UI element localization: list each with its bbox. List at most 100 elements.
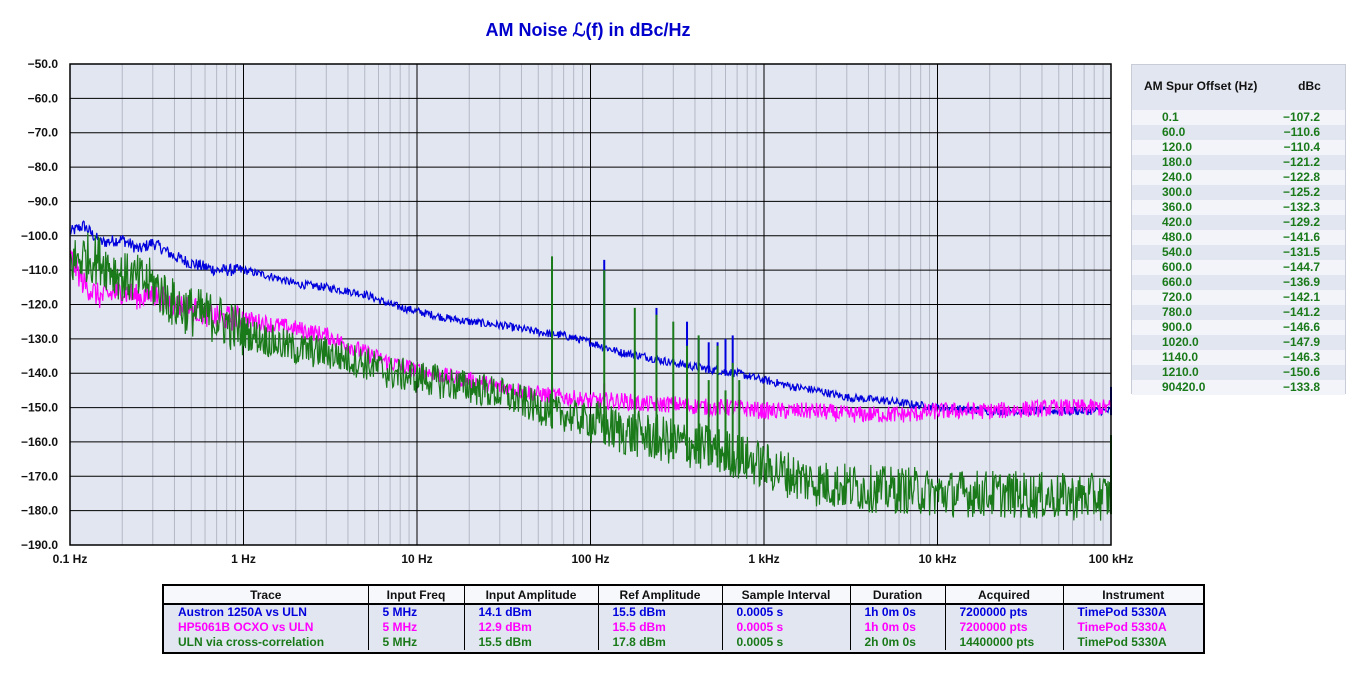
spur-row: 240.0 −122.8: [1132, 170, 1345, 185]
spur-dbc: −107.2: [1282, 110, 1320, 124]
spur-dbc: −129.2: [1282, 215, 1320, 229]
trace-cell: ULN via cross-correlation: [164, 635, 369, 650]
trace-table-heading: Input Amplitude: [464, 586, 599, 605]
spur-row: 90420.0 −133.8: [1132, 380, 1345, 395]
trace-cell: TimePod 5330A: [1077, 605, 1167, 619]
trace-info-table: Trace Input Freq Input Amplitude Ref Amplit…: [162, 584, 1205, 654]
trace-cell: 2h 0m 0s: [850, 635, 946, 650]
y-tick-label: −150.0: [21, 401, 58, 415]
spur-row: 1020.0 −147.9: [1132, 335, 1345, 350]
trace-cell: 5 MHz: [368, 604, 465, 620]
spur-dbc: −144.7: [1282, 260, 1320, 274]
trace-row: HP5061B OCXO vs ULN 5 MHz 12.9 dBm 15.5 dBm…: [164, 620, 1203, 635]
trace-table-heading: Input Freq: [368, 586, 465, 605]
y-tick-label: −180.0: [21, 504, 58, 518]
y-tick-label: −190.0: [21, 538, 58, 552]
spur-row: 60.0 −110.6: [1132, 125, 1345, 140]
spur-offset: 300.0: [1162, 185, 1193, 199]
trace-cell: 14.1 dBm: [464, 604, 599, 620]
spur-offset-header: AM Spur Offset (Hz): [1144, 79, 1258, 93]
trace-table-body: Austron 1250A vs ULN 5 MHz 14.1 dBm 15.5 dB…: [164, 604, 1203, 650]
trace-cell: 15.5 dBm: [598, 620, 723, 635]
spur-row: 1140.0 −146.3: [1132, 350, 1345, 365]
spur-offset: 240.0: [1162, 170, 1193, 184]
y-tick-label: −110.0: [22, 263, 59, 277]
y-tick-label: −80.0: [28, 160, 59, 174]
x-tick-label: 10 kHz: [918, 552, 956, 566]
trace-table-heading: Trace: [164, 586, 369, 605]
spur-offset: 1140.0: [1162, 350, 1199, 364]
chart: AM Noise ℒ(f) in dBc/Hz −50.0−60.0−70.0−…: [21, 20, 1133, 566]
series-line: [69, 232, 1112, 521]
series-line: [69, 220, 1112, 417]
spur-dbc: −136.9: [1282, 275, 1320, 289]
series-layer: [69, 220, 1112, 521]
spur-table: AM Spur Offset (Hz) dBc 0.1 −107.2 60.0 −11…: [1131, 64, 1346, 395]
spur-offset: 360.0: [1162, 200, 1193, 214]
spur-dbc: −147.9: [1282, 335, 1320, 349]
trace-cell: Austron 1250A vs ULN: [164, 604, 369, 620]
spur-dbc: −142.1: [1282, 290, 1320, 304]
trace-cell: TimePod 5330A: [1077, 635, 1167, 649]
spur-row: 120.0 −110.4: [1132, 140, 1345, 155]
spur-offset: 1020.0: [1162, 335, 1199, 349]
y-tick-label: −130.0: [21, 332, 58, 346]
spur-dbc: −146.3: [1282, 350, 1320, 364]
spur-row: 660.0 −136.9: [1132, 275, 1345, 290]
trace-cell: 15.5 dBm: [464, 635, 599, 650]
y-tick-label: −140.0: [21, 366, 58, 380]
y-tick-label: −60.0: [28, 91, 59, 105]
spur-dbc: −141.6: [1282, 230, 1320, 244]
spur-row: 720.0 −142.1: [1132, 290, 1345, 305]
spur-dbc: −121.2: [1282, 155, 1320, 169]
spur-offset: 0.1: [1162, 110, 1179, 124]
trace-cell: 7200000 pts: [945, 620, 1064, 635]
spur-offset: 420.0: [1162, 215, 1193, 229]
spur-offset: 900.0: [1162, 320, 1193, 334]
spur-row: 300.0 −125.2: [1132, 185, 1345, 200]
x-tick-label: 1 Hz: [231, 552, 256, 566]
spur-offset: 660.0: [1162, 275, 1193, 289]
spur-row: 180.0 −121.2: [1132, 155, 1345, 170]
spur-dbc: −132.3: [1282, 200, 1320, 214]
y-tick-label: −100.0: [21, 229, 58, 243]
plot-frame: [69, 63, 1112, 546]
trace-cell: 12.9 dBm: [464, 620, 599, 635]
spur-offset: 540.0: [1162, 245, 1193, 259]
series-3: [69, 232, 1112, 521]
spur-offset: 180.0: [1162, 155, 1193, 169]
x-tick-label: 1 kHz: [748, 552, 779, 566]
trace-table-heading: Instrument: [1063, 586, 1203, 605]
trace-cell: 17.8 dBm: [598, 635, 723, 650]
spur-row: 540.0 −131.5: [1132, 245, 1345, 260]
spur-dbc: −141.2: [1282, 305, 1320, 319]
spur-row: 0.1 −107.2: [1132, 110, 1345, 125]
y-tick-label: −170.0: [21, 469, 58, 483]
spur-dbc: −110.4: [1283, 140, 1320, 154]
trace-cell: 15.5 dBm: [598, 604, 723, 620]
spur-offset: 720.0: [1162, 290, 1193, 304]
trace-cell: HP5061B OCXO vs ULN: [164, 620, 369, 635]
spur-row: 780.0 −141.2: [1132, 305, 1345, 320]
trace-cell: 5 MHz: [368, 620, 465, 635]
x-tick-label: 10 Hz: [401, 552, 432, 566]
spur-row: 420.0 −129.2: [1132, 215, 1345, 230]
spur-dbc: −110.6: [1283, 125, 1320, 139]
trace-cell: 0.0005 s: [722, 620, 851, 635]
trace-cell: 14400000 pts: [945, 635, 1064, 650]
spur-table-header: AM Spur Offset (Hz) dBc: [1132, 65, 1345, 107]
spur-row: 480.0 −141.6: [1132, 230, 1345, 245]
spur-dbc: −133.8: [1282, 380, 1320, 394]
spur-dbc-header: dBc: [1298, 79, 1321, 93]
trace-table-heading: Ref Amplitude: [598, 586, 723, 605]
y-tick-label: −120.0: [21, 298, 58, 312]
trace-row: ULN via cross-correlation 5 MHz 15.5 dBm 17…: [164, 635, 1203, 650]
y-tick-label: −70.0: [28, 126, 59, 140]
spur-dbc: −122.8: [1282, 170, 1320, 184]
y-axis: −50.0 −60.0 −70.0 −80.0 −90.0 −100.0 −110.0 −12…: [21, 57, 58, 552]
trace-table-heading: Sample Interval: [722, 586, 851, 605]
trace-table-heading: Acquired: [945, 586, 1064, 605]
trace-row: Austron 1250A vs ULN 5 MHz 14.1 dBm 15.5 dB…: [164, 604, 1203, 620]
spur-row: 600.0 −144.7: [1132, 260, 1345, 275]
spur-table-rows: 0.1 −107.2 60.0 −110.6 120.0 −110.4 180.0 −121.…: [1132, 110, 1345, 395]
